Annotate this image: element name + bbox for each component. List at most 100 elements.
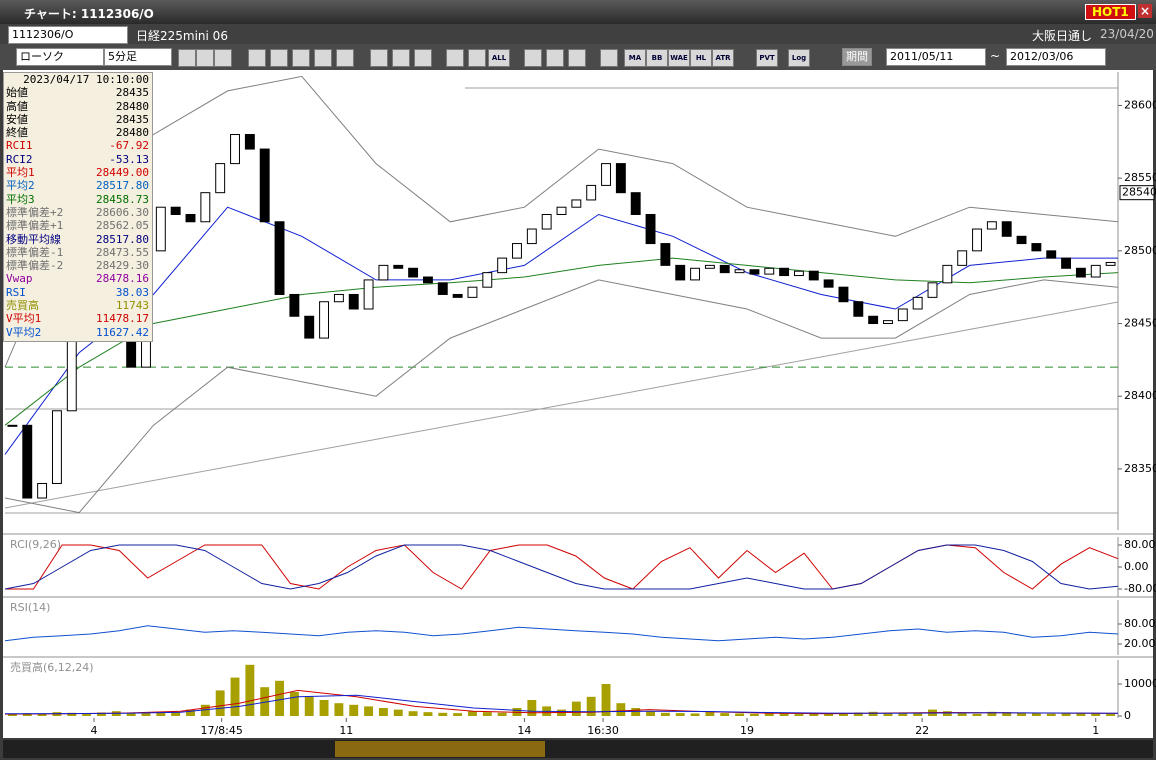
volume-bar [839,713,848,716]
info-label: 平均1 [6,166,35,180]
info-panel: 2023/04/17 10:10:00 始値 28435 高値 28480 安値 2843… [3,72,153,342]
toolbar-button[interactable]: BB [646,49,668,67]
y-tick-label: 28350 [1124,462,1156,475]
indicator-line [4,544,1119,590]
x-tick-label: 11 [339,724,353,737]
toolbar-icon[interactable] [392,49,410,67]
volume-bar [200,704,210,716]
candle [319,301,330,339]
info-row: 終値 28480 [4,126,152,139]
toolbar-button[interactable]: HL [690,49,712,67]
toolbar-icon[interactable] [524,49,542,67]
candle [1061,257,1072,269]
candle [512,243,522,259]
x-tick-label: 1 [1092,724,1099,737]
info-label: Vwap [6,272,33,286]
toolbar-icon[interactable] [292,49,310,67]
candle [571,199,582,208]
volume-bar [482,712,492,716]
volume-bar [972,713,982,716]
y-tick-label: -80.00 [1124,582,1156,595]
candle [690,267,701,281]
close-button[interactable]: × [1138,4,1152,18]
period-button[interactable]: 期間 [842,48,872,66]
y-tick-label: 28450 [1124,317,1156,330]
price-label: 28540 [1122,186,1156,199]
toolbar-icon[interactable] [214,49,232,67]
toolbar-button[interactable]: WAE [668,49,690,67]
info-value: 11743 [115,299,149,313]
toolbar-button[interactable]: MA [624,49,646,67]
toolbar-icon[interactable] [600,49,618,67]
from-date[interactable]: 2011/05/11 [886,48,986,66]
info-label: RCI2 [6,152,33,166]
candle [215,163,226,194]
toolbar-icon[interactable] [248,49,266,67]
toolbar-icon[interactable] [314,49,332,67]
volume-bar [824,713,834,716]
toolbar-icon[interactable] [446,49,464,67]
volume-bar [913,713,923,716]
volume-bar [690,713,700,716]
candle [289,293,300,317]
toolbar-button[interactable]: Log [788,49,810,67]
toolbar-button[interactable]: ATR [712,49,734,67]
candle [259,148,270,223]
volume-bar [987,711,997,716]
candle [972,228,982,252]
volume-bar [245,664,255,716]
toolbar-icon[interactable] [468,49,486,67]
candle [912,296,923,310]
volume-bar [349,704,359,716]
info-value: 28449.00 [96,166,149,180]
volume-bar [735,713,745,716]
info-label: 平均3 [6,192,35,206]
volume-bar [675,713,685,716]
toolbar-icon[interactable] [178,49,196,67]
info-row: 売買高 11743 [4,299,152,312]
candle [957,250,968,266]
toolbar-button[interactable]: ALL [488,49,510,67]
chart-type-select[interactable]: ローソク [16,48,104,66]
instrument-name: 日経225mini 06 [136,29,228,43]
candle [526,228,537,245]
symbol-field[interactable]: 1112306/O [8,26,128,44]
scroll-thumb[interactable] [335,741,545,757]
toolbar-icon[interactable] [270,49,288,67]
toolbar-icon[interactable] [336,49,354,67]
volume-bar [304,696,314,716]
volume-bar [1031,713,1041,716]
candle [1090,264,1101,278]
info-row: V平均1 11478.17 [4,312,152,325]
volume-bar [853,712,863,716]
volume-bar [764,712,774,716]
panel-title: RCI(9,26) [10,538,61,551]
volume-bar [497,712,507,716]
candle [601,163,611,186]
toolbar-icon[interactable] [196,49,214,67]
toolbar-icon[interactable] [546,49,564,67]
volume-bar [7,713,17,716]
volume-bar [408,711,418,716]
volume-bar [393,709,403,716]
hot-badge[interactable]: HOT1 [1085,4,1136,20]
volume-bar [1046,713,1056,716]
candle [734,269,745,274]
toolbar-icon[interactable] [568,49,586,67]
candle [51,410,62,484]
volume-bar [378,708,388,716]
toolbar-icon[interactable] [414,49,432,67]
candle [897,308,908,322]
y-tick-label: 28500 [1124,244,1156,257]
info-row: RCI2 -53.13 [4,153,152,166]
to-date[interactable]: 2012/03/06 [1006,48,1106,66]
interval-select[interactable]: 5分足 [104,48,172,66]
scrollbar[interactable] [3,740,1153,758]
candle [200,192,211,223]
candle [452,293,463,298]
info-value: 28473.55 [96,245,149,259]
info-label: V平均2 [6,325,42,339]
toolbar-icon[interactable] [370,49,388,67]
toolbar-button[interactable]: PVT [756,49,778,67]
volume-bar [794,714,804,716]
